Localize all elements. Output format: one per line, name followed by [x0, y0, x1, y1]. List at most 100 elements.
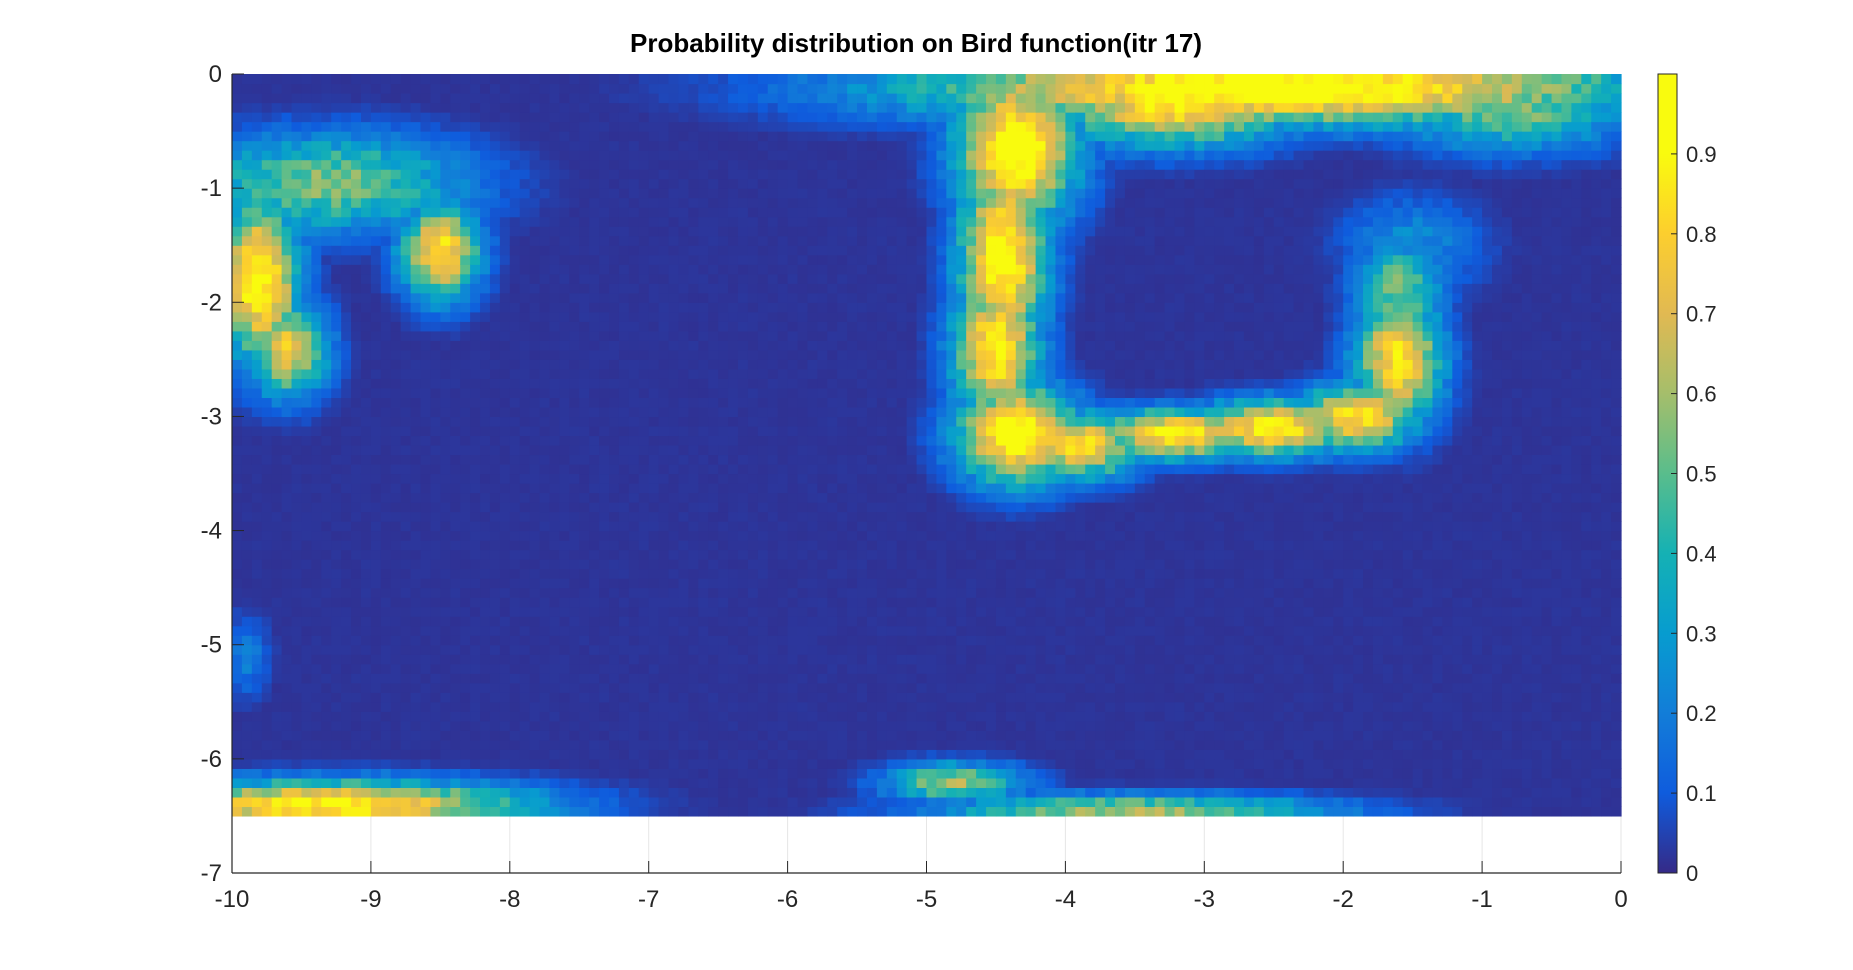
- heatmap-cell: [489, 330, 501, 341]
- heatmap-cell: [351, 292, 362, 303]
- heatmap-cell: [351, 616, 362, 627]
- heatmap-cell: [787, 235, 799, 246]
- heatmap-cell: [241, 720, 253, 731]
- heatmap-cell: [579, 502, 590, 513]
- heatmap-cell: [787, 692, 799, 703]
- heatmap-cell: [281, 549, 293, 560]
- heatmap-cell: [857, 273, 868, 284]
- heatmap-cell: [489, 292, 501, 303]
- heatmap-cell: [767, 150, 779, 161]
- heatmap-cell: [351, 387, 362, 398]
- heatmap-cell: [728, 692, 739, 703]
- heatmap-cell: [311, 521, 322, 532]
- heatmap-cell: [539, 311, 551, 322]
- heatmap-cell: [708, 739, 719, 750]
- heatmap-cell: [410, 673, 422, 684]
- heatmap-cell: [827, 521, 838, 532]
- heatmap-cell: [559, 406, 570, 418]
- heatmap-cell: [271, 102, 283, 113]
- heatmap-cell: [499, 463, 511, 475]
- heatmap-cell: [281, 492, 293, 503]
- heatmap-cell: [589, 559, 600, 570]
- heatmap-cell: [837, 273, 848, 284]
- heatmap-cell: [360, 701, 372, 712]
- heatmap-cell: [688, 216, 699, 227]
- heatmap-cell: [460, 397, 471, 408]
- heatmap-cell: [618, 311, 630, 322]
- heatmap-cell: [827, 587, 838, 598]
- heatmap-cell: [569, 502, 580, 513]
- heatmap-cell: [232, 701, 243, 712]
- heatmap-cell: [777, 131, 789, 142]
- heatmap-cell: [420, 283, 432, 294]
- heatmap-cell: [767, 587, 779, 598]
- heatmap-cell: [638, 502, 650, 513]
- heatmap-cell: [857, 625, 868, 636]
- heatmap-cell: [291, 169, 303, 180]
- heatmap-cell: [261, 568, 273, 579]
- heatmap-cell: [757, 226, 769, 237]
- heatmap-cell: [787, 226, 799, 237]
- heatmap-cell: [688, 644, 699, 655]
- heatmap-cell: [321, 102, 332, 113]
- heatmap-cell: [609, 758, 620, 769]
- heatmap-cell: [837, 368, 848, 379]
- heatmap-cell: [618, 635, 630, 646]
- heatmap-cell: [837, 112, 848, 123]
- heatmap-cell: [638, 197, 650, 208]
- heatmap-cell: [549, 102, 561, 113]
- heatmap-cell: [341, 720, 352, 731]
- heatmap-cell: [599, 635, 610, 646]
- heatmap-cell: [628, 616, 640, 627]
- heatmap-cell: [698, 530, 709, 541]
- heatmap-cell: [450, 368, 461, 379]
- heatmap-cell: [857, 787, 868, 798]
- heatmap-cell: [837, 540, 848, 551]
- heatmap-cell: [857, 635, 868, 646]
- heatmap-cell: [728, 245, 739, 256]
- heatmap-cell: [331, 568, 342, 579]
- heatmap-cell: [847, 587, 858, 598]
- heatmap-cell: [599, 188, 610, 199]
- heatmap-cell: [480, 292, 491, 303]
- heatmap-cell: [281, 673, 293, 684]
- heatmap-cell: [539, 768, 551, 779]
- heatmap-cell: [628, 254, 640, 265]
- heatmap-cell: [509, 635, 521, 646]
- heatmap-cell: [767, 521, 779, 532]
- heatmap-cell: [648, 226, 660, 237]
- heatmap-cell: [509, 521, 521, 532]
- heatmap-cell: [321, 463, 332, 475]
- heatmap-cell: [480, 254, 491, 265]
- heatmap-cell: [589, 112, 600, 123]
- heatmap-cell: [757, 587, 769, 598]
- heatmap-cell: [470, 568, 481, 579]
- heatmap-cell: [480, 701, 491, 712]
- heatmap-cell: [847, 121, 858, 132]
- heatmap-cell: [708, 597, 719, 608]
- heatmap-cell: [678, 330, 689, 341]
- heatmap-cell: [440, 635, 451, 646]
- heatmap-cell: [232, 302, 243, 313]
- heatmap-cell: [847, 378, 858, 389]
- heatmap-cell: [460, 597, 471, 608]
- heatmap-cell: [569, 321, 580, 332]
- heatmap-cell: [341, 74, 352, 85]
- heatmap-cell: [470, 378, 481, 389]
- heatmap-cell: [460, 416, 471, 427]
- heatmap-cell: [281, 387, 293, 398]
- heatmap-cell: [390, 463, 402, 475]
- heatmap-cell: [539, 540, 551, 551]
- heatmap-cell: [400, 473, 412, 484]
- heatmap-cell: [519, 140, 531, 151]
- heatmap-cell: [499, 254, 511, 265]
- heatmap-cell: [351, 568, 362, 579]
- heatmap-cell: [559, 711, 570, 722]
- heatmap-cell: [549, 121, 561, 132]
- heatmap-cell: [807, 112, 818, 123]
- heatmap-cell: [559, 454, 570, 465]
- heatmap-cell: [370, 131, 382, 142]
- heatmap-cell: [380, 112, 392, 123]
- heatmap-cell: [460, 787, 471, 798]
- heatmap-cell: [698, 140, 709, 151]
